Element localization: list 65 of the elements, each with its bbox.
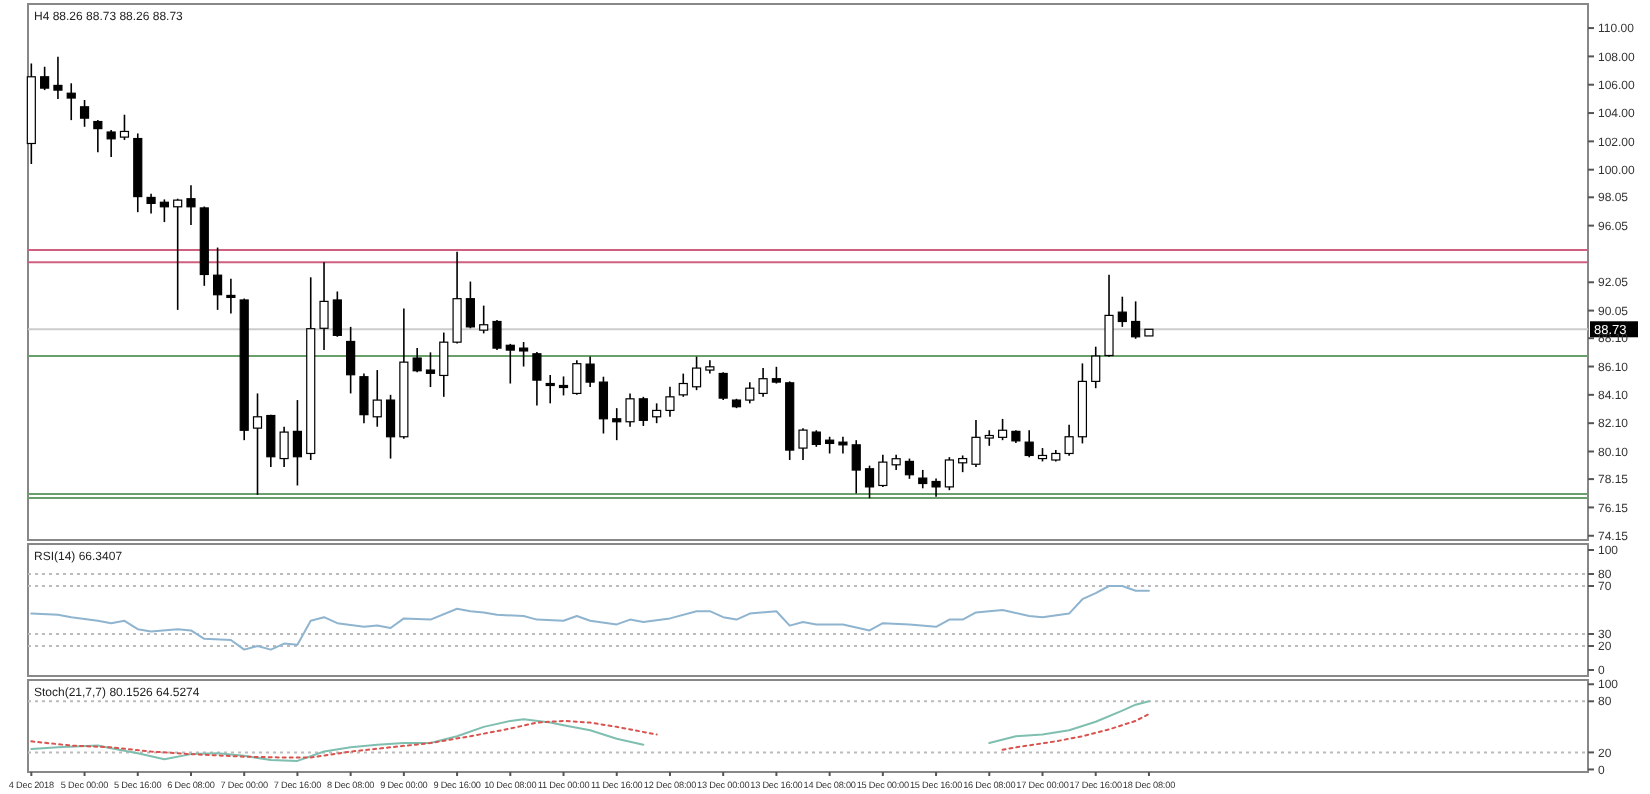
candlestick	[53, 56, 63, 100]
candlestick	[1117, 295, 1127, 328]
line-series	[30, 585, 1150, 651]
candlestick	[585, 355, 595, 388]
candlestick	[212, 246, 223, 311]
candlestick	[346, 326, 356, 395]
candlestick	[904, 457, 915, 480]
candlestick	[971, 419, 981, 468]
candlestick	[439, 331, 449, 398]
candlestick	[332, 290, 342, 338]
candlestick	[798, 427, 808, 461]
candlestick	[252, 392, 263, 496]
candlestick	[1064, 423, 1074, 457]
candlestick	[492, 319, 502, 351]
candlestick	[718, 371, 728, 401]
candlestick	[319, 261, 329, 351]
candlestick	[652, 402, 662, 424]
candlestick	[545, 374, 555, 405]
candlestick	[385, 394, 396, 460]
candlestick	[851, 439, 861, 495]
candlestick	[758, 367, 768, 398]
candlestick	[864, 464, 875, 500]
candlestick	[691, 355, 702, 391]
candlestick	[146, 192, 156, 215]
candlestick	[1024, 429, 1034, 458]
candlestick	[558, 375, 569, 397]
candlestick	[1104, 273, 1114, 358]
candlestick	[292, 399, 303, 487]
candlestick	[359, 372, 369, 424]
candlestick	[984, 429, 994, 447]
candlestick	[519, 341, 529, 368]
candlestick	[598, 375, 609, 435]
candlestick	[918, 469, 928, 490]
candlestick	[119, 113, 130, 141]
candlestick	[173, 197, 183, 311]
candlestick	[665, 385, 675, 418]
candlestick	[532, 351, 542, 407]
candlestick	[279, 425, 289, 468]
candlestick	[931, 477, 941, 498]
candlestick	[412, 347, 422, 373]
candlestick	[93, 119, 103, 153]
candlestick	[452, 251, 462, 345]
candlestick	[944, 456, 954, 491]
candlestick	[106, 129, 116, 158]
candlestick	[266, 413, 276, 468]
candlestick	[572, 359, 582, 396]
candlestick	[878, 453, 888, 488]
candlestick	[625, 392, 635, 428]
candlestick	[997, 418, 1008, 441]
candlestick	[612, 407, 622, 441]
candlestick	[638, 396, 648, 427]
candlestick	[505, 343, 515, 385]
candlestick	[465, 280, 475, 330]
candlestick	[66, 82, 76, 121]
candlestick	[1091, 345, 1101, 389]
candlestick	[186, 184, 196, 226]
candlestick	[226, 277, 236, 315]
candlestick	[678, 372, 688, 398]
candlestick	[745, 381, 755, 405]
candlestick	[1131, 300, 1141, 340]
candlestick	[479, 304, 489, 335]
candlestick	[40, 65, 50, 91]
candlestick	[372, 369, 382, 428]
candlestick	[425, 351, 436, 388]
candlestick	[79, 99, 90, 128]
